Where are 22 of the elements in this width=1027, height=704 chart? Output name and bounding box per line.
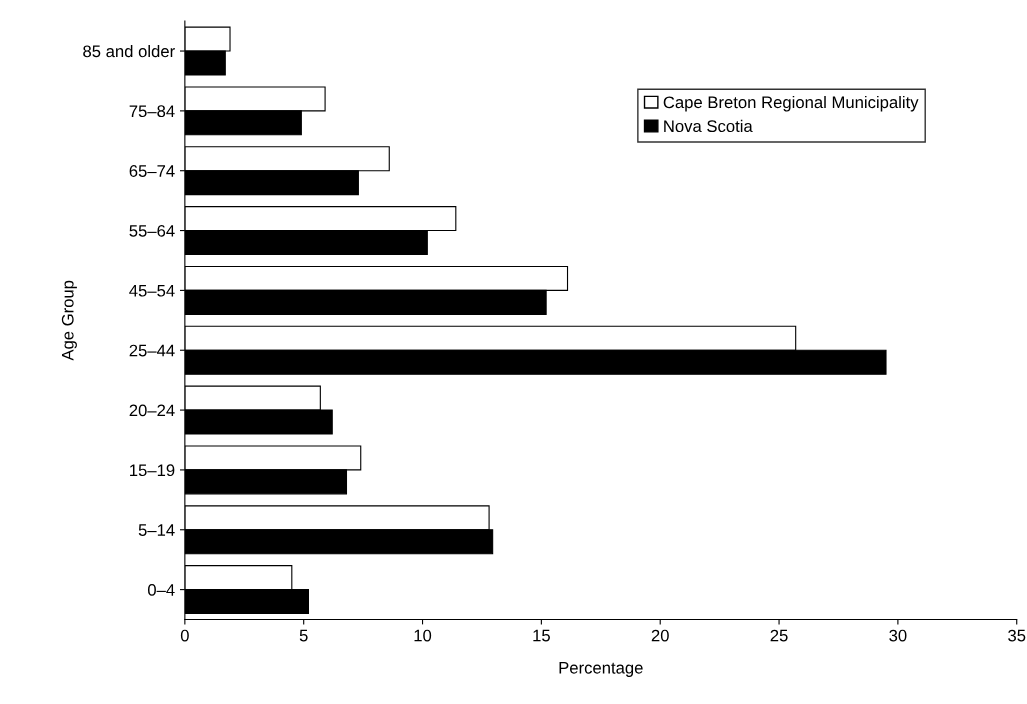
y-tick-label: 5–14 (138, 524, 175, 536)
legend-label: Nova Scotia (664, 119, 753, 133)
x-tick-label: 25 (770, 629, 788, 642)
y-axis-title: Age Group (61, 280, 77, 361)
legend-label: Cape Breton Regional Municipality (663, 95, 919, 112)
x-tick-label: 10 (414, 629, 432, 642)
x-tick-label: 5 (299, 629, 308, 642)
x-tick-label: 20 (651, 629, 669, 642)
x-tick-label: 35 (1008, 629, 1026, 642)
x-axis-title: Percentage (559, 662, 643, 677)
y-tick-label: 15–19 (130, 464, 175, 477)
y-tick-label: 75–84 (129, 105, 175, 118)
y-tick-label: 65–74 (129, 165, 175, 177)
y-tick-label: 85 and older (83, 45, 175, 58)
y-tick-label: 0–4 (147, 584, 175, 596)
x-tick-label: 0 (180, 629, 189, 642)
y-tick-label: 45–54 (129, 284, 175, 297)
y-tick-label: 25–44 (129, 344, 175, 357)
y-tick-label: 20–24 (129, 404, 175, 417)
y-tick-label: 55–64 (129, 224, 175, 237)
x-tick-label: 30 (889, 629, 907, 642)
x-tick-label: 15 (533, 629, 550, 642)
